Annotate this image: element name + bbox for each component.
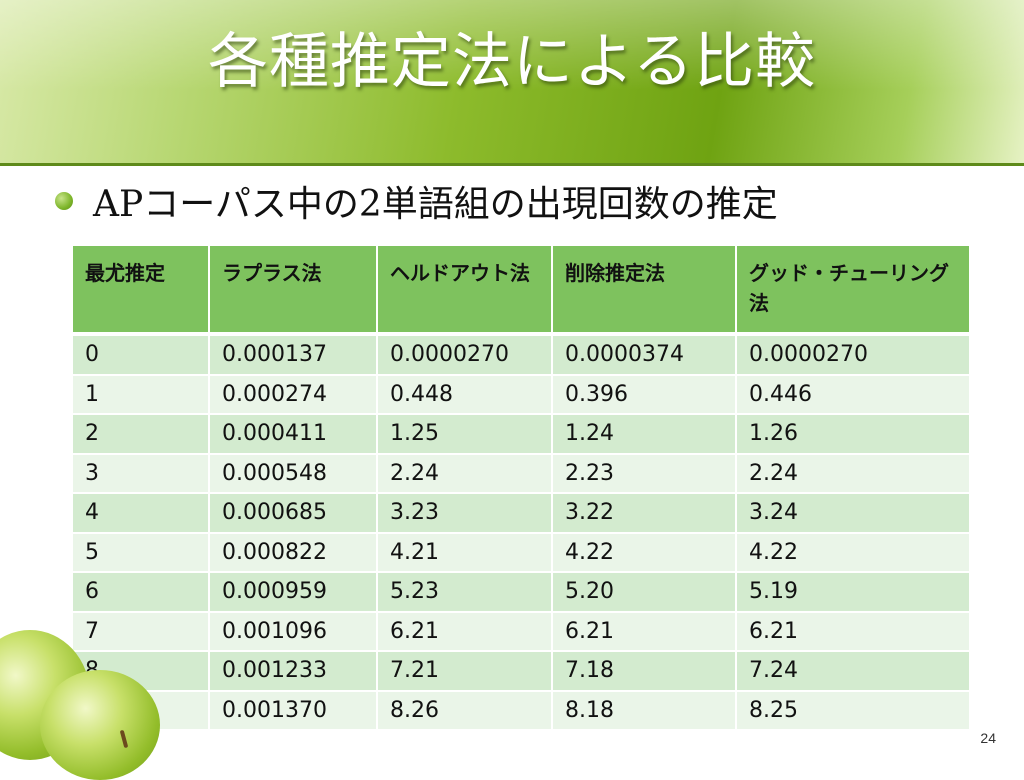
table-row: 1 0.000274 0.448 0.396 0.446 bbox=[71, 373, 971, 415]
table-cell: 7.21 bbox=[376, 650, 553, 692]
table-cell: 4 bbox=[71, 492, 210, 534]
table-cell: 2.24 bbox=[376, 452, 553, 494]
slide-title: 各種推定法による比較 bbox=[207, 27, 817, 97]
table-row: 6 0.000959 5.23 5.20 5.19 bbox=[71, 571, 971, 613]
estimation-table: 最尤推定 ラプラス法 ヘルドアウト法 削除推定法 グッド・チューリング法 0 0.… bbox=[71, 244, 971, 731]
column-header: ヘルドアウト法 bbox=[376, 244, 553, 336]
table-cell: 3.22 bbox=[551, 492, 737, 534]
table-cell: 0.0000270 bbox=[735, 333, 971, 376]
table-cell: 1.24 bbox=[551, 413, 737, 455]
table-cell: 2 bbox=[71, 413, 210, 455]
table-cell: 8.25 bbox=[735, 689, 971, 731]
table-cell: 6.21 bbox=[735, 610, 971, 652]
column-header: 最尤推定 bbox=[71, 244, 210, 336]
table-cell: 5 bbox=[71, 531, 210, 573]
table-cell: 8.18 bbox=[551, 689, 737, 731]
table-cell: 3 bbox=[71, 452, 210, 494]
table-cell: 7 bbox=[71, 610, 210, 652]
table-cell: 0.0000270 bbox=[376, 333, 553, 376]
page-number: 24 bbox=[980, 730, 996, 746]
table-cell: 0.0000374 bbox=[551, 333, 737, 376]
table-cell: 3.24 bbox=[735, 492, 971, 534]
table-row: 5 0.000822 4.21 4.22 4.22 bbox=[71, 531, 971, 573]
table-cell: 0.446 bbox=[735, 373, 971, 415]
table-cell: 0.396 bbox=[551, 373, 737, 415]
title-banner bbox=[0, 0, 1024, 163]
column-header: グッド・チューリング法 bbox=[735, 244, 971, 336]
table-cell: 4.22 bbox=[735, 531, 971, 573]
table-cell: 6 bbox=[71, 571, 210, 613]
table-cell: 0.000959 bbox=[208, 571, 378, 613]
table-cell: 4.21 bbox=[376, 531, 553, 573]
table-cell: 0.001233 bbox=[208, 650, 378, 692]
table-row: 0 0.000137 0.0000270 0.0000374 0.0000270 bbox=[71, 333, 971, 376]
table-row: 7 0.001096 6.21 6.21 6.21 bbox=[71, 610, 971, 652]
table-cell: 2.23 bbox=[551, 452, 737, 494]
table-cell: 0.000548 bbox=[208, 452, 378, 494]
table-cell: 0.001096 bbox=[208, 610, 378, 652]
table-cell: 1 bbox=[71, 373, 210, 415]
table-cell: 0.000411 bbox=[208, 413, 378, 455]
table-cell: 1.26 bbox=[735, 413, 971, 455]
table-row: 2 0.000411 1.25 1.24 1.26 bbox=[71, 413, 971, 455]
table-cell: 0 bbox=[71, 333, 210, 376]
bullet-text: APコーパス中の2単語組の出現回数の推定 bbox=[93, 184, 778, 225]
table-body: 0 0.000137 0.0000270 0.0000374 0.0000270 1 0.0… bbox=[71, 333, 971, 731]
table-cell: 0.448 bbox=[376, 373, 553, 415]
table-cell: 4.22 bbox=[551, 531, 737, 573]
table-cell: 6.21 bbox=[551, 610, 737, 652]
table-cell: 0.000822 bbox=[208, 531, 378, 573]
table-cell: 0.001370 bbox=[208, 689, 378, 731]
column-header: ラプラス法 bbox=[208, 244, 378, 336]
apple-decoration bbox=[40, 670, 160, 780]
table-cell: 8.26 bbox=[376, 689, 553, 731]
table-cell: 5.23 bbox=[376, 571, 553, 613]
table-cell: 7.24 bbox=[735, 650, 971, 692]
table-cell: 0.000274 bbox=[208, 373, 378, 415]
bullet-dot-icon bbox=[55, 192, 73, 210]
table-row: 3 0.000548 2.24 2.23 2.24 bbox=[71, 452, 971, 494]
table-cell: 0.000137 bbox=[208, 333, 378, 376]
title-banner-sheen bbox=[0, 0, 1024, 90]
bullet-item: APコーパス中の2単語組の出現回数の推定 bbox=[55, 176, 778, 226]
title-divider bbox=[0, 163, 1024, 166]
table-cell: 5.20 bbox=[551, 571, 737, 613]
table-cell: 0.000685 bbox=[208, 492, 378, 534]
table-cell: 3.23 bbox=[376, 492, 553, 534]
column-header: 削除推定法 bbox=[551, 244, 737, 336]
table-cell: 1.25 bbox=[376, 413, 553, 455]
table-cell: 2.24 bbox=[735, 452, 971, 494]
table-cell: 5.19 bbox=[735, 571, 971, 613]
table-header-row: 最尤推定 ラプラス法 ヘルドアウト法 削除推定法 グッド・チューリング法 bbox=[71, 244, 971, 336]
table-cell: 6.21 bbox=[376, 610, 553, 652]
table-cell: 7.18 bbox=[551, 650, 737, 692]
table-row: 4 0.000685 3.23 3.22 3.24 bbox=[71, 492, 971, 534]
